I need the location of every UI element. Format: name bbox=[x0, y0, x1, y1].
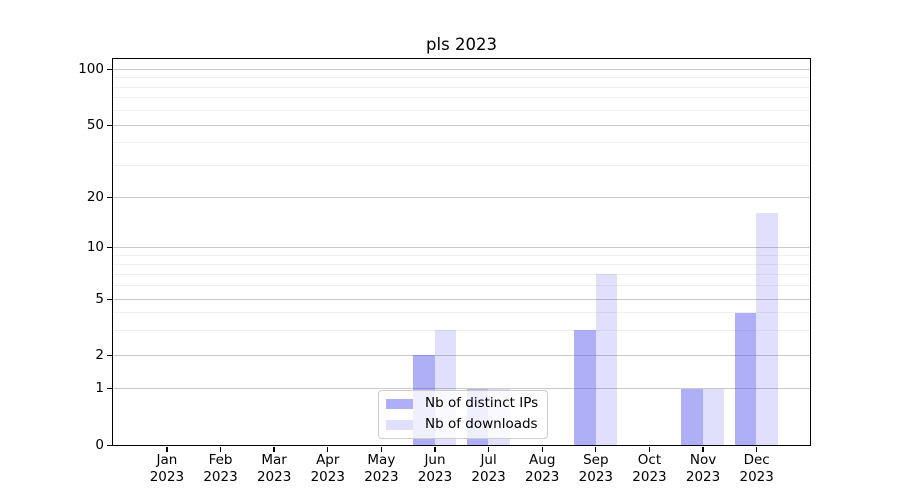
x-tick-mark-jun bbox=[434, 446, 436, 452]
x-tick-mark-may bbox=[380, 446, 383, 452]
x-tick-year: 2023 bbox=[739, 469, 774, 485]
x-tick-year: 2023 bbox=[578, 469, 613, 485]
x-tick-year: 2023 bbox=[471, 469, 506, 485]
x-tick-label-feb: Feb 2023 bbox=[189, 452, 253, 486]
chart-title: pls 2023 bbox=[426, 35, 497, 54]
x-tick-mark-sep bbox=[595, 446, 597, 452]
y-gridline-major-5 bbox=[113, 298, 810, 300]
y-tick-mark-1 bbox=[107, 388, 112, 390]
x-tick-month: Aug bbox=[529, 452, 556, 468]
y-tick-label-50: 50 bbox=[86, 116, 104, 133]
x-tick-month: Sep bbox=[583, 452, 609, 468]
x-tick-month: Jan bbox=[156, 452, 178, 468]
x-tick-month: Oct bbox=[637, 452, 662, 468]
y-tick-label-2: 2 bbox=[95, 346, 104, 363]
x-tick-year: 2023 bbox=[417, 469, 453, 485]
y-gridline-minor-4 bbox=[113, 312, 810, 314]
y-gridline-major-100 bbox=[113, 68, 810, 70]
x-tick-year: 2023 bbox=[256, 469, 292, 485]
x-tick-month: Jul bbox=[480, 452, 497, 468]
y-tick-mark-0 bbox=[107, 444, 112, 446]
x-tick-label-dec: Dec 2023 bbox=[725, 452, 789, 486]
x-tick-label-apr: Apr 2023 bbox=[296, 452, 360, 486]
y-gridline-minor-3 bbox=[113, 329, 810, 331]
x-tick-mark-nov bbox=[702, 446, 704, 452]
y-gridline-minor-40 bbox=[113, 142, 810, 144]
y-tick-mark-100 bbox=[107, 68, 112, 70]
x-tick-year: 2023 bbox=[203, 469, 238, 485]
y-tick-label-20: 20 bbox=[86, 188, 104, 205]
y-gridline-minor-60 bbox=[113, 109, 810, 111]
x-tick-mark-dec bbox=[756, 446, 758, 452]
x-tick-year: 2023 bbox=[525, 469, 560, 485]
x-tick-month: Dec bbox=[743, 452, 770, 468]
y-gridline-minor-80 bbox=[113, 86, 810, 88]
x-tick-label-jun: Jun 2023 bbox=[403, 452, 467, 486]
bar-downloads-sep bbox=[595, 274, 618, 445]
x-tick-mark-jul bbox=[487, 446, 490, 452]
x-tick-label-aug: Aug 2023 bbox=[510, 452, 574, 486]
y-gridline-major-10 bbox=[113, 247, 810, 248]
legend-entry-downloads: Nb of downloads bbox=[386, 416, 538, 433]
bar-distinct-ips-nov bbox=[681, 388, 703, 445]
x-tick-mark-feb bbox=[219, 446, 222, 452]
legend-entry-distinct-ips: Nb of distinct IPs bbox=[386, 395, 538, 412]
x-tick-mark-jan bbox=[166, 446, 168, 452]
y-gridline-minor-6 bbox=[113, 284, 810, 286]
x-tick-year: 2023 bbox=[685, 469, 721, 485]
y-tick-label-10: 10 bbox=[86, 239, 104, 256]
y-tick-label-100: 100 bbox=[78, 60, 104, 77]
y-tick-mark-20 bbox=[107, 196, 112, 198]
x-tick-month: Mar bbox=[261, 452, 287, 468]
x-tick-label-jan: Jan 2023 bbox=[135, 452, 199, 486]
x-tick-year: 2023 bbox=[364, 469, 399, 485]
legend-swatch-downloads bbox=[386, 419, 413, 430]
x-tick-year: 2023 bbox=[149, 469, 185, 485]
x-tick-month: Apr bbox=[316, 452, 340, 468]
y-tick-mark-2 bbox=[107, 354, 112, 356]
y-gridline-minor-70 bbox=[113, 97, 810, 99]
x-tick-mark-oct bbox=[648, 446, 651, 452]
x-tick-mark-apr bbox=[327, 446, 329, 452]
y-gridline-minor-8 bbox=[113, 263, 810, 265]
x-tick-label-nov: Nov 2023 bbox=[671, 452, 735, 486]
y-tick-label-1: 1 bbox=[95, 380, 104, 397]
legend-label-downloads: Nb of downloads bbox=[425, 416, 538, 432]
x-tick-label-may: May 2023 bbox=[349, 452, 413, 486]
y-gridline-minor-7 bbox=[113, 273, 810, 275]
x-tick-month: Nov bbox=[689, 452, 717, 468]
x-tick-year: 2023 bbox=[310, 469, 345, 485]
legend-label-distinct-ips: Nb of distinct IPs bbox=[425, 395, 539, 411]
bar-distinct-ips-dec bbox=[734, 312, 757, 445]
x-tick-label-jul: Jul 2023 bbox=[457, 452, 521, 486]
y-gridline-major-20 bbox=[113, 196, 810, 198]
bar-downloads-nov bbox=[702, 388, 725, 445]
y-gridline-major-2 bbox=[113, 354, 810, 356]
y-gridline-minor-9 bbox=[113, 254, 810, 256]
y-gridline-minor-30 bbox=[113, 164, 810, 166]
y-tick-label-5: 5 bbox=[95, 290, 104, 307]
bar-downloads-dec bbox=[756, 213, 778, 445]
legend-swatch-distinct-ips bbox=[386, 398, 413, 409]
y-gridline-minor-90 bbox=[113, 77, 810, 79]
y-tick-mark-50 bbox=[107, 124, 112, 126]
x-tick-year: 2023 bbox=[632, 469, 667, 485]
y-tick-mark-5 bbox=[107, 298, 112, 300]
x-tick-month: May bbox=[367, 452, 396, 468]
x-tick-label-oct: Oct 2023 bbox=[617, 452, 681, 486]
x-tick-month: Jun bbox=[424, 452, 446, 468]
x-tick-mark-aug bbox=[541, 446, 543, 452]
y-gridline-major-50 bbox=[113, 124, 810, 126]
y-tick-mark-10 bbox=[107, 247, 112, 249]
x-tick-mark-mar bbox=[273, 446, 275, 452]
legend: Nb of distinct IPs Nb of downloads bbox=[378, 390, 549, 439]
plot-area: Nb of distinct IPs Nb of downloads bbox=[112, 58, 811, 446]
x-tick-label-mar: Mar 2023 bbox=[242, 452, 306, 486]
x-tick-label-sep: Sep 2023 bbox=[564, 452, 628, 486]
y-gridline-major-1 bbox=[113, 388, 810, 389]
bar-distinct-ips-sep bbox=[574, 330, 596, 445]
y-tick-label-0: 0 bbox=[95, 436, 104, 453]
x-tick-month: Feb bbox=[208, 452, 233, 468]
